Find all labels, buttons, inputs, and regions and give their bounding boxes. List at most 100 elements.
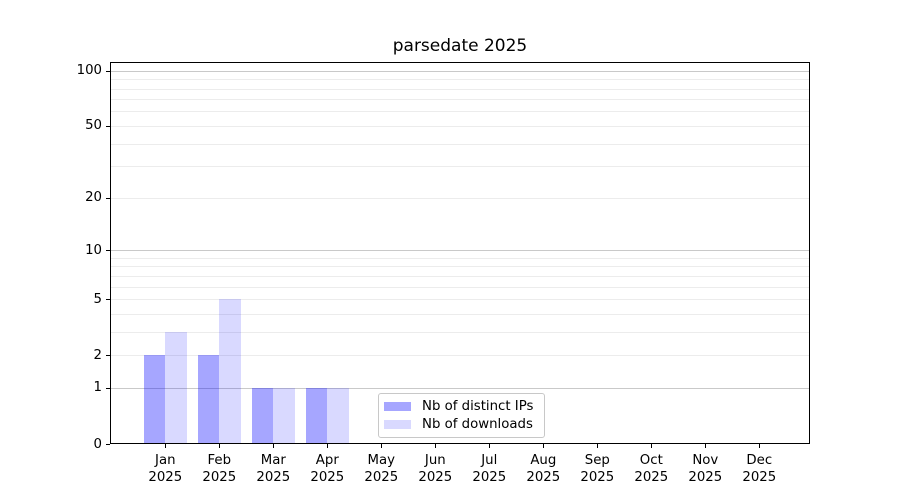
x-tick-year: 2025 (580, 470, 615, 485)
y-tick (106, 299, 110, 301)
y-tick (106, 387, 110, 389)
gridline-minor (111, 331, 809, 333)
x-tick-month: Apr (315, 453, 339, 468)
y-tick-label: 20 (85, 190, 102, 206)
x-tick (543, 444, 545, 448)
x-tick-year: 2025 (256, 470, 291, 485)
x-tick-label: Oct 2025 (624, 452, 678, 486)
x-tick (705, 444, 707, 448)
x-tick-month: Jul (481, 453, 498, 468)
x-tick (273, 444, 275, 448)
x-tick-label: Jan 2025 (138, 452, 192, 486)
gridline-minor (111, 197, 809, 199)
x-tick-year: 2025 (418, 470, 453, 485)
x-tick-year: 2025 (472, 470, 507, 485)
bar-nb-of-downloads (165, 331, 187, 443)
x-tick-year: 2025 (742, 470, 777, 485)
x-tick-year: 2025 (148, 470, 183, 485)
y-tick-label: 0 (93, 436, 102, 452)
gridline-minor (111, 275, 809, 277)
gridline-minor (111, 355, 809, 357)
x-tick-month: Sep (584, 453, 610, 468)
x-tick-label: Aug 2025 (516, 452, 570, 486)
bar-nb-of-distinct-ips (305, 387, 328, 443)
legend-item: Nb of downloads (384, 416, 535, 433)
y-tick (106, 355, 110, 357)
x-tick-label: Jun 2025 (408, 452, 462, 486)
y-tick-label: 10 (85, 242, 102, 258)
x-tick-year: 2025 (634, 470, 669, 485)
legend-swatch-icon (384, 420, 411, 429)
x-tick-year: 2025 (310, 470, 345, 485)
x-tick-label: Jul 2025 (462, 452, 516, 486)
gridline-major (111, 387, 809, 389)
gridline-minor (111, 313, 809, 315)
gridline-minor (111, 111, 809, 113)
x-tick-month: Aug (530, 453, 557, 468)
x-tick-month: Feb (207, 453, 232, 468)
gridline-major (111, 250, 809, 252)
chart-title: parsedate 2025 (392, 36, 528, 56)
y-tick (106, 444, 110, 445)
y-tick-label: 5 (93, 291, 102, 307)
x-tick-month: May (367, 453, 396, 468)
y-tick-label: 1 (93, 380, 102, 396)
y-tick (106, 250, 110, 252)
gridline-minor (111, 143, 809, 145)
x-tick (597, 444, 599, 448)
legend-item: Nb of distinct IPs (384, 398, 535, 415)
x-tick-label: Sep 2025 (570, 452, 624, 486)
x-tick-year: 2025 (526, 470, 561, 485)
x-tick (651, 444, 653, 448)
x-tick (165, 444, 167, 448)
x-tick (759, 444, 761, 448)
x-tick (327, 444, 329, 448)
bar-nb-of-downloads (219, 299, 241, 443)
x-tick-month: Nov (692, 453, 719, 468)
x-tick (489, 444, 491, 448)
y-tick (106, 70, 110, 72)
legend-swatch-icon (384, 402, 411, 411)
x-tick (435, 444, 437, 448)
gridline-minor (111, 286, 809, 288)
x-tick-year: 2025 (364, 470, 399, 485)
gridline-minor (111, 266, 809, 268)
x-tick-year: 2025 (688, 470, 723, 485)
gridline-major (111, 70, 809, 72)
x-tick-label: Feb 2025 (192, 452, 246, 486)
y-tick (106, 125, 110, 127)
gridline-minor (111, 99, 809, 101)
gridline-minor (111, 299, 809, 301)
x-tick (381, 444, 383, 448)
gridline-minor (111, 125, 809, 127)
gridline-minor (111, 166, 809, 168)
y-tick-label: 2 (93, 347, 102, 363)
x-tick-month: Oct (639, 453, 663, 468)
gridline-minor (111, 88, 809, 90)
x-tick-label: Nov 2025 (678, 452, 732, 486)
legend-label: Nb of distinct IPs (422, 399, 534, 414)
gridline-minor (111, 257, 809, 259)
plot-area (110, 62, 810, 444)
legend: Nb of distinct IPs Nb of downloads (378, 393, 545, 438)
bar-nb-of-downloads (327, 387, 349, 443)
legend-label: Nb of downloads (422, 417, 533, 432)
x-tick-label: Apr 2025 (300, 452, 354, 486)
gridline-minor (111, 79, 809, 81)
x-tick-month: Jun (424, 453, 446, 468)
x-tick-month: Dec (746, 453, 773, 468)
x-tick-label: May 2025 (354, 452, 408, 486)
bar-nb-of-distinct-ips (197, 355, 220, 443)
y-tick-label: 100 (76, 63, 102, 79)
x-tick-label: Mar 2025 (246, 452, 300, 486)
y-tick-label: 50 (85, 118, 102, 134)
x-tick-month: Mar (260, 453, 286, 468)
bar-nb-of-distinct-ips (251, 387, 274, 443)
y-tick (106, 197, 110, 199)
x-tick (219, 444, 221, 448)
x-tick-year: 2025 (202, 470, 237, 485)
x-tick-label: Dec 2025 (732, 452, 786, 486)
x-tick-month: Jan (155, 453, 176, 468)
bar-nb-of-downloads (273, 387, 295, 443)
